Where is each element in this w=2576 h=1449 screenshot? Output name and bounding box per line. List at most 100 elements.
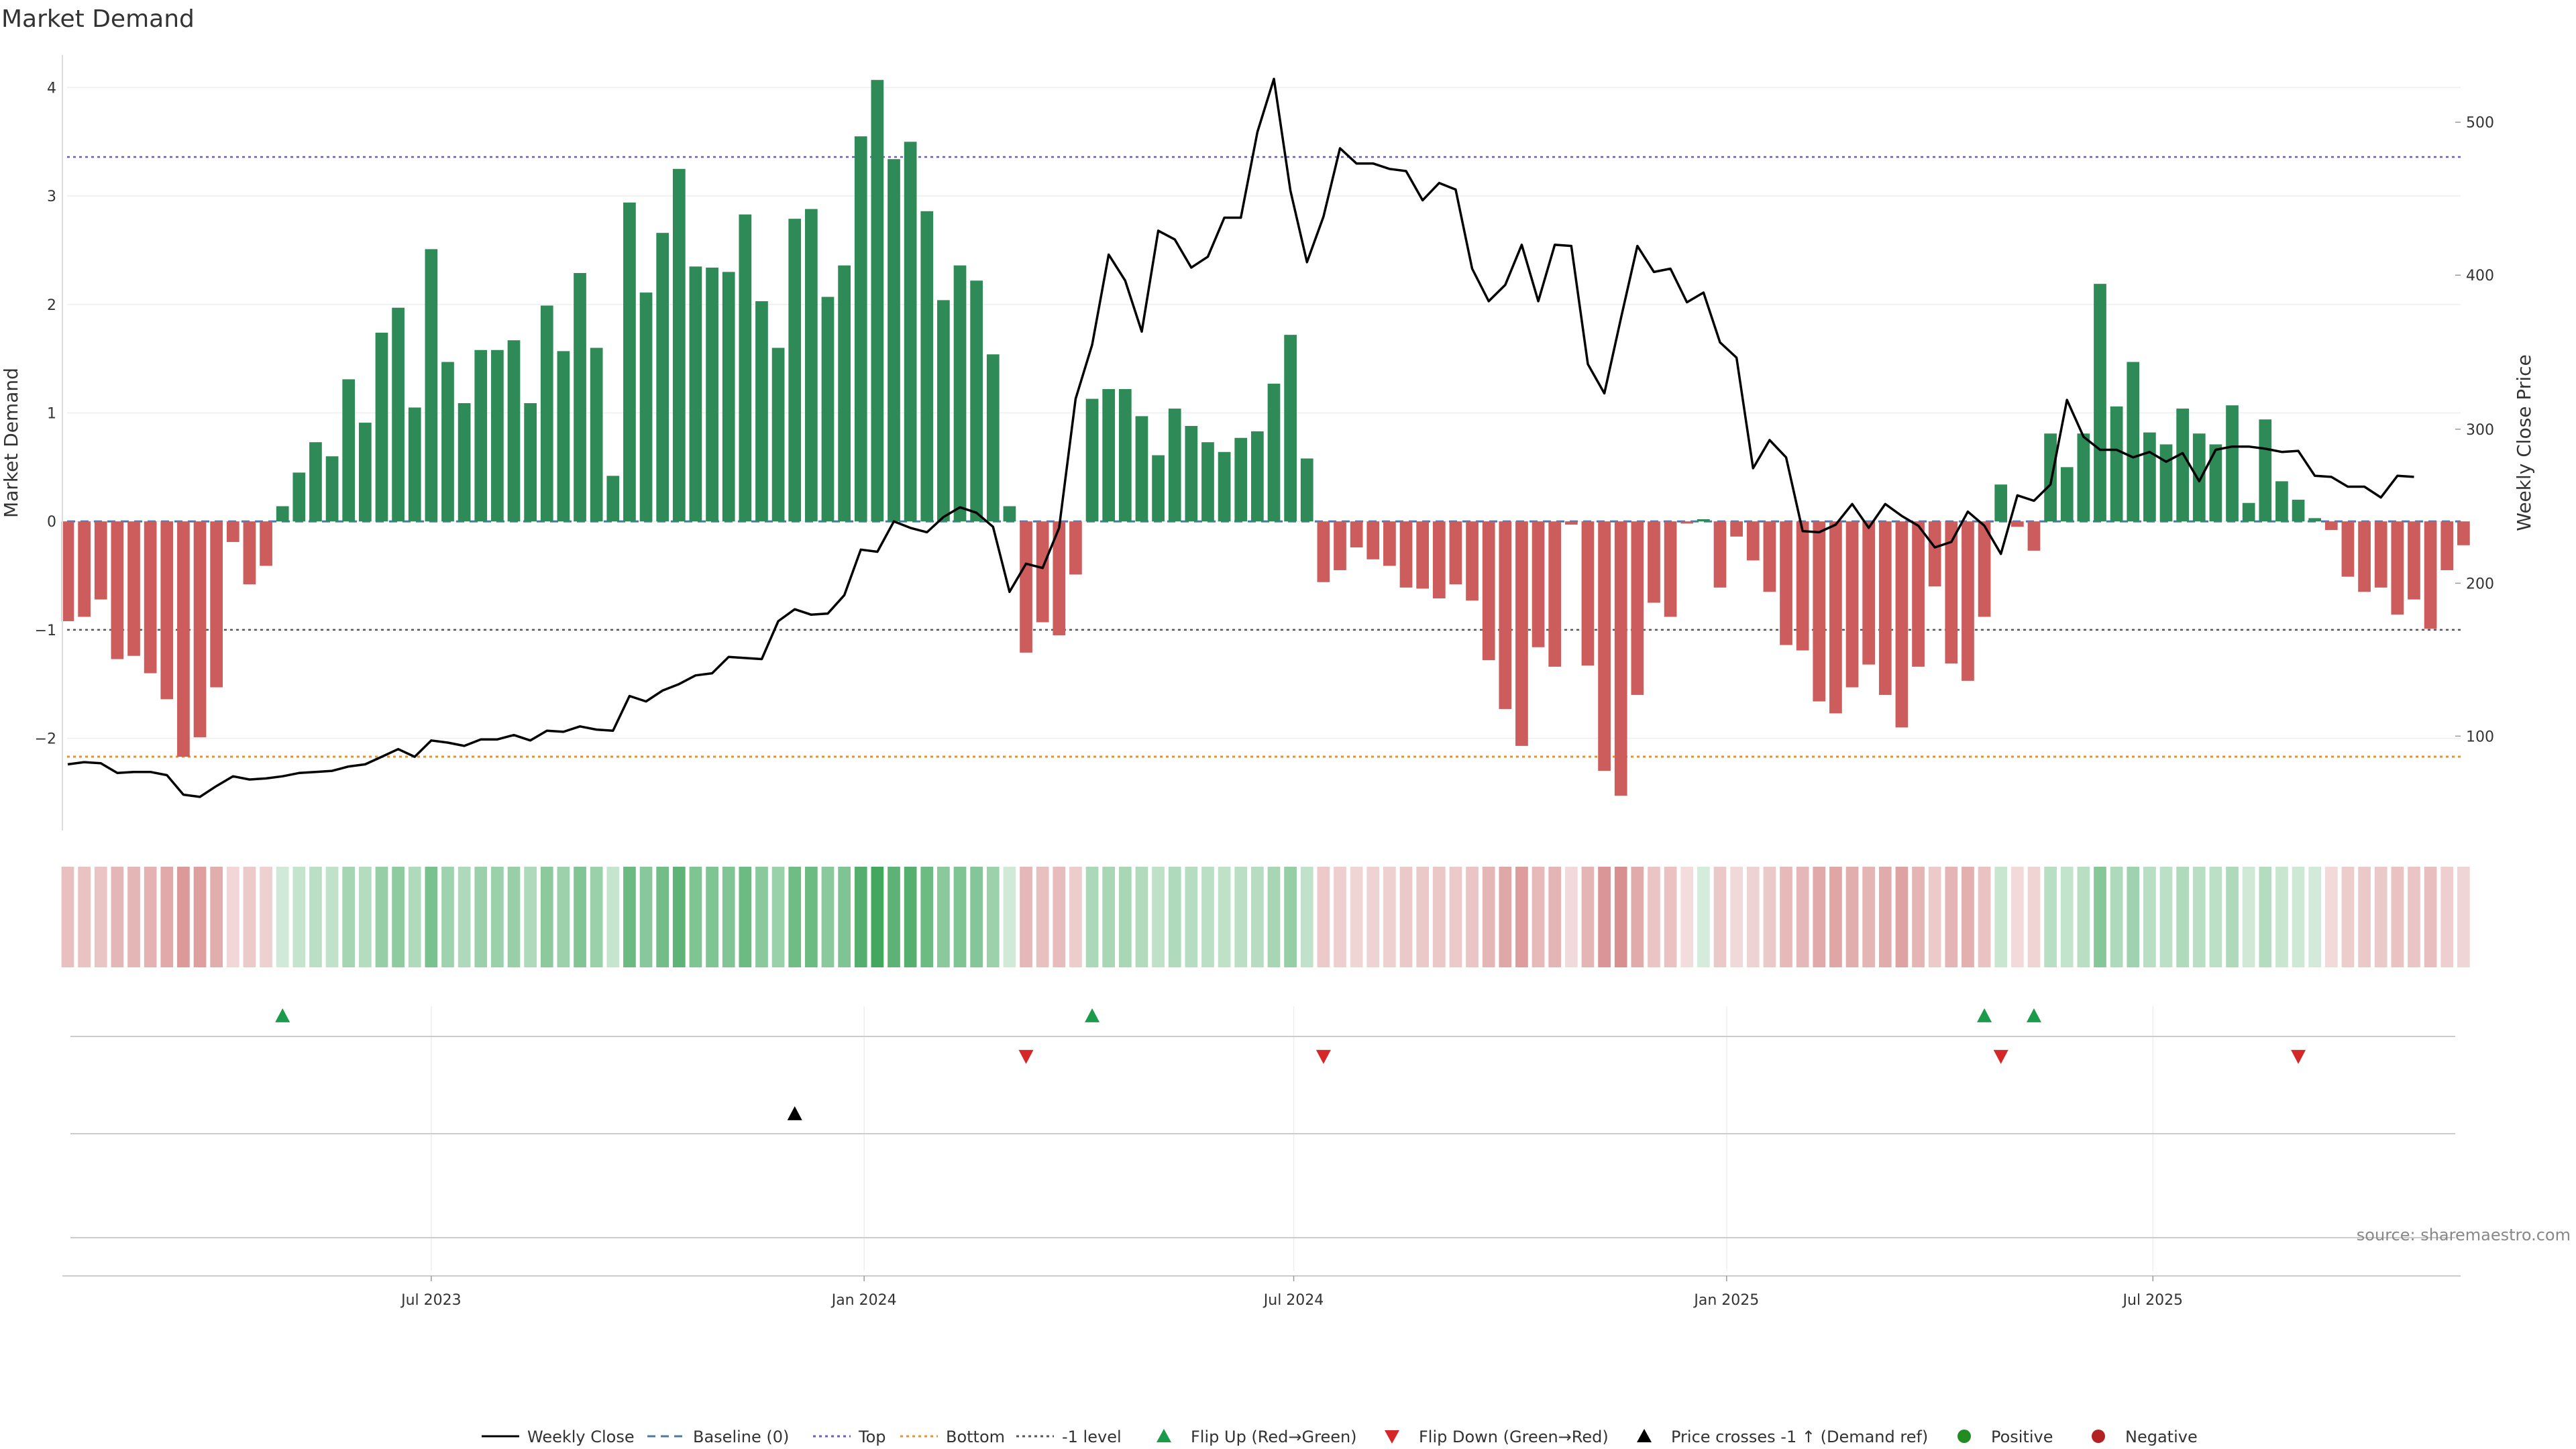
heat-cell <box>1614 867 1627 967</box>
heat-cell <box>1730 867 1743 967</box>
demand-bar <box>838 265 851 522</box>
demand-bar <box>639 292 653 522</box>
heat-cell <box>1152 867 1165 967</box>
heat-cell <box>1399 867 1413 967</box>
heat-cell <box>1680 867 1694 967</box>
heat-cell <box>2275 867 2288 967</box>
heat-cell <box>1482 867 1495 967</box>
demand-bar <box>590 347 603 522</box>
y2-axis-title: Weekly Close Price <box>2513 354 2535 531</box>
demand-bar <box>2192 433 2206 522</box>
demand-bar <box>2159 444 2173 522</box>
flip-up-marker <box>275 1008 290 1022</box>
demand-bar <box>160 521 174 700</box>
demand-bar <box>1515 521 1528 746</box>
x-tick-label: Jul 2025 <box>2122 1292 2184 1309</box>
demand-bar <box>920 211 934 522</box>
demand-bar <box>474 350 488 522</box>
demand-bar <box>1102 388 1116 522</box>
demand-bar <box>1218 451 1231 522</box>
heat-cell <box>755 867 768 967</box>
heat-cell <box>1945 867 1958 967</box>
demand-bar <box>871 80 884 522</box>
y2-tick-label: 400 <box>2466 268 2494 284</box>
demand-bar <box>953 265 967 522</box>
demand-bar <box>1449 521 1462 584</box>
heat-cell <box>458 867 471 967</box>
demand-bar <box>193 521 207 737</box>
demand-bar <box>1152 455 1165 522</box>
heat-cell <box>953 867 967 967</box>
heat-cell <box>788 867 802 967</box>
demand-bar <box>821 297 835 522</box>
heat-cell <box>1449 867 1462 967</box>
heat-cell <box>1813 867 1826 967</box>
heat-cell <box>524 867 537 967</box>
heat-cell <box>2110 867 2123 967</box>
flip-down-marker <box>1316 1050 1331 1064</box>
demand-bar <box>78 521 91 617</box>
heat-cell <box>2408 867 2420 967</box>
demand-bar <box>2242 502 2255 522</box>
demand-bar <box>1829 521 1842 714</box>
heat-cell <box>2358 867 2371 967</box>
heat-cell <box>1168 867 1181 967</box>
heat-cell <box>2374 867 2387 967</box>
heat-cell <box>1713 867 1727 967</box>
legend-negative-swatch <box>2092 1430 2105 1443</box>
heat-cell <box>838 867 851 967</box>
heat-cell <box>2440 867 2454 967</box>
demand-bar <box>1499 521 1512 709</box>
demand-bar <box>1746 521 1760 561</box>
legend-item: Weekly Close <box>482 1428 635 1446</box>
heat-cell <box>1135 867 1148 967</box>
heat-cell <box>260 867 272 967</box>
demand-bar <box>888 159 900 522</box>
heat-cell <box>177 867 190 967</box>
demand-bar <box>1482 521 1495 661</box>
source-note: source: sharemaestro.com <box>2357 1226 2571 1244</box>
demand-bar <box>1680 521 1694 524</box>
heat-cell <box>2027 867 2041 967</box>
heat-cell <box>276 867 289 967</box>
y-tick-label: −2 <box>35 731 56 748</box>
heat-cell <box>1994 867 2008 967</box>
heat-cell <box>1829 867 1842 967</box>
legend-label: Flip Up (Red→Green) <box>1191 1428 1357 1446</box>
legend-item: Negative <box>2092 1428 2198 1446</box>
y-axis-title: Market Demand <box>0 368 22 518</box>
legend-cross-swatch <box>1637 1429 1652 1442</box>
demand-bar <box>392 307 405 522</box>
demand-bar <box>1317 521 1330 582</box>
heat-cell <box>1895 867 1909 967</box>
heat-cell <box>2143 867 2156 967</box>
demand-bar <box>1234 437 1248 522</box>
heat-cell <box>507 867 521 967</box>
y-tick-label: 2 <box>47 297 56 314</box>
chart-title: Market Demand <box>1 5 195 33</box>
legend-item: Flip Down (Green→Red) <box>1385 1428 1609 1446</box>
demand-bar <box>937 300 950 522</box>
heat-cell <box>1780 867 1792 967</box>
demand-bar <box>771 347 785 522</box>
heat-cell <box>1185 867 1198 967</box>
demand-bar <box>1366 521 1380 559</box>
legend-item: -1 level <box>1016 1428 1122 1446</box>
heat-cell <box>342 867 356 967</box>
flip-up-marker <box>1977 1008 1992 1022</box>
demand-bar <box>1664 521 1677 617</box>
heat-cell <box>574 867 586 967</box>
demand-bar <box>2077 433 2090 522</box>
demand-bar <box>1201 442 1214 522</box>
demand-bar <box>375 332 388 522</box>
heat-cell <box>491 867 504 967</box>
demand-bar <box>1416 521 1430 589</box>
y2-tick-label: 200 <box>2466 576 2494 592</box>
demand-bar <box>1135 416 1148 522</box>
demand-heat-strip <box>61 867 2470 967</box>
demand-bar <box>1648 521 1660 603</box>
demand-bar <box>755 301 768 522</box>
heat-cell <box>1746 867 1760 967</box>
demand-bar <box>94 521 107 600</box>
heat-cell <box>193 867 207 967</box>
